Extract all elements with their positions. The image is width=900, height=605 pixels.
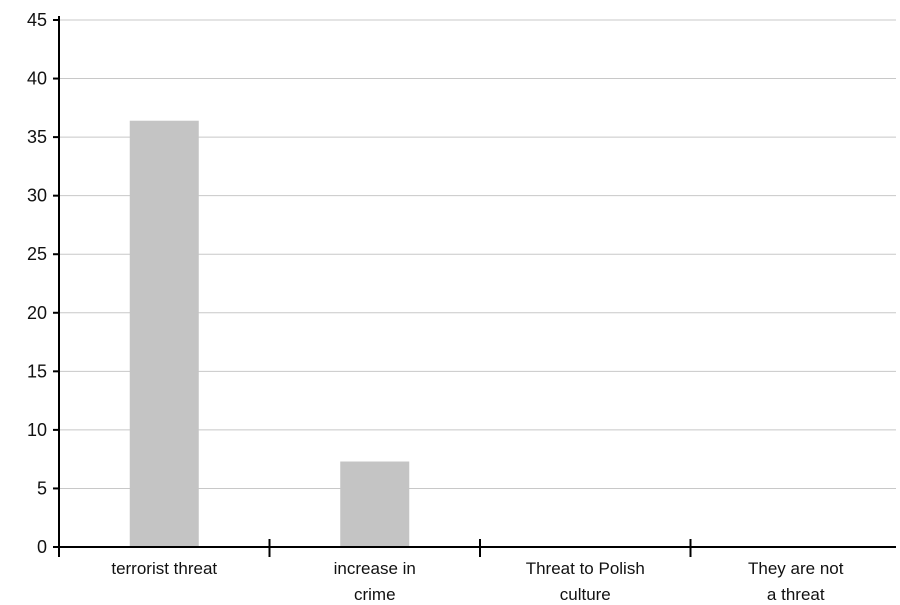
x-category-label-2-line-1: culture (560, 585, 611, 604)
x-category-label-0-line-0: terrorist threat (111, 559, 217, 578)
x-category-label-3-line-1: a threat (767, 585, 825, 604)
y-tick-labels: 0 5 10 15 20 25 30 35 40 45 (27, 10, 47, 557)
y-tick-label-5: 5 (37, 478, 47, 498)
y-tick-label-35: 35 (27, 127, 47, 147)
bar-1 (340, 461, 410, 547)
x-category-label-1-line-1: crime (354, 585, 396, 604)
y-tick-label-20: 20 (27, 303, 47, 323)
x-category-label-2-line-0: Threat to Polish (526, 559, 645, 578)
axes (53, 16, 896, 557)
y-tick-label-25: 25 (27, 244, 47, 264)
x-category-labels: terrorist threat increase in crime Threat t… (111, 559, 843, 604)
x-category-label-3-line-0: They are not (748, 559, 844, 578)
y-tick-label-10: 10 (27, 420, 47, 440)
bar-0 (129, 120, 199, 548)
y-tick-label-45: 45 (27, 10, 47, 30)
y-tick-label-30: 30 (27, 186, 47, 206)
x-category-label-1-line-0: increase in (334, 559, 416, 578)
y-tick-label-0: 0 (37, 537, 47, 557)
y-tick-label-40: 40 (27, 69, 47, 89)
y-tick-label-15: 15 (27, 361, 47, 381)
bars (129, 120, 410, 548)
